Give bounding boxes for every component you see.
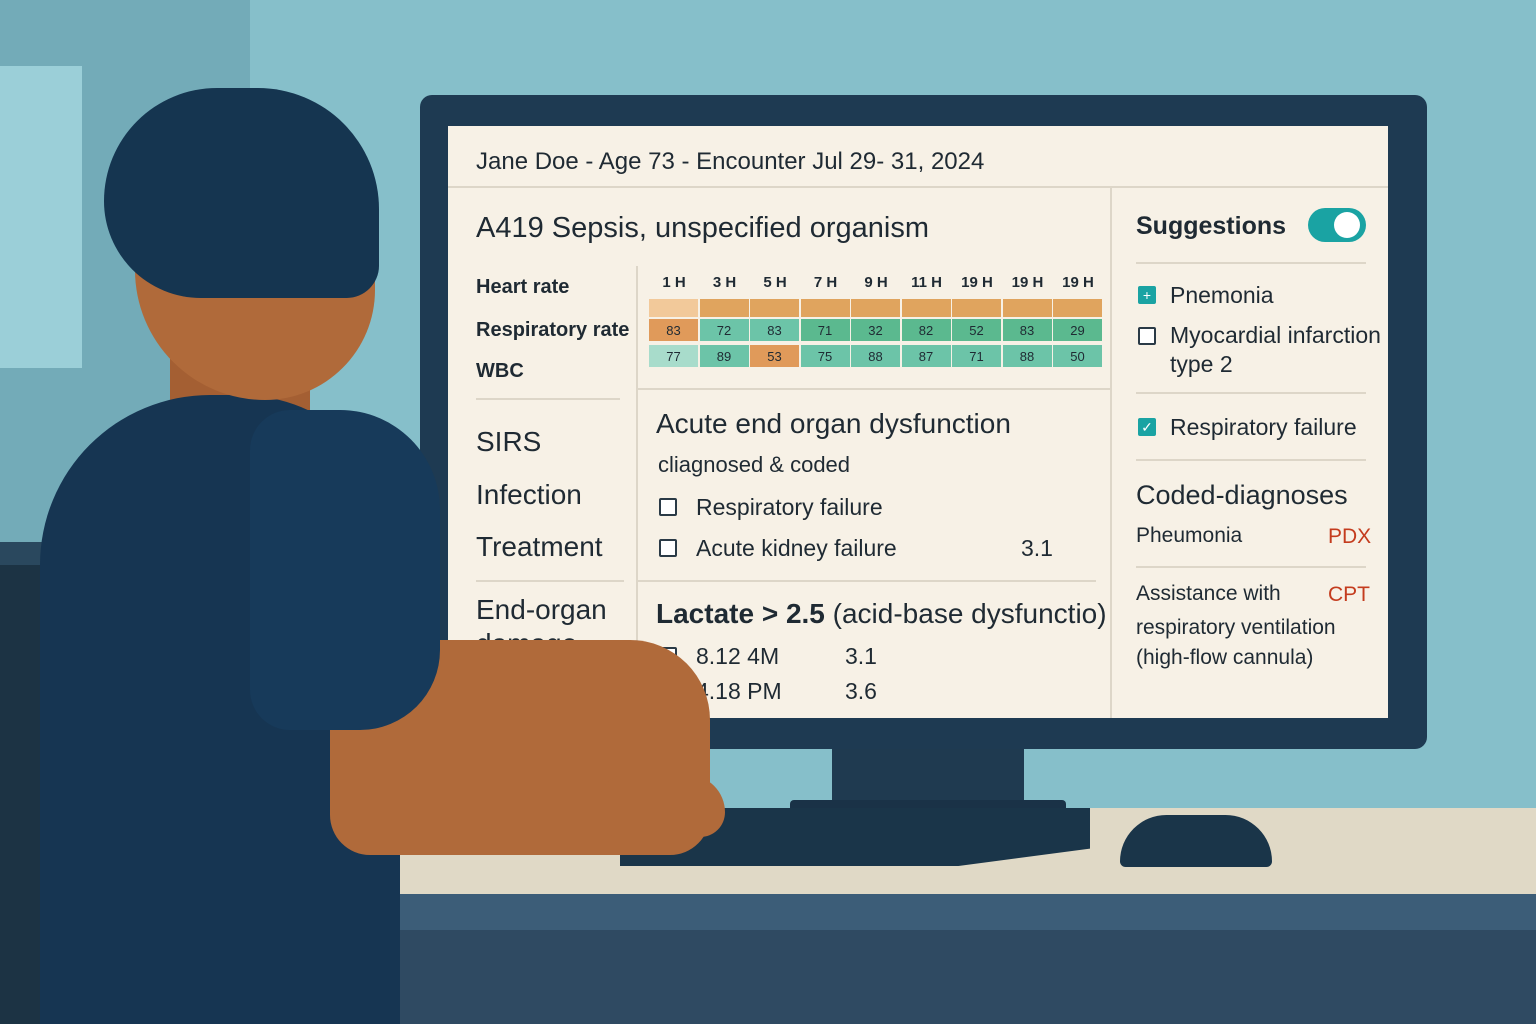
vitals-cell[interactable]: 53 xyxy=(749,344,800,368)
section-sirs[interactable]: SIRS xyxy=(476,426,542,457)
vitals-hour-header: 3 H xyxy=(712,274,737,291)
aeod-label-acute-kidney-failure: Acute kidney failure xyxy=(696,535,897,561)
lactate-value-2: 3.6 xyxy=(845,678,877,704)
lactate-title-rest: (acid-base dysfunctio) xyxy=(824,598,1107,629)
vitals-cell[interactable]: 87 xyxy=(900,344,952,368)
vitals-hours-row: 1 H 3 H 5 H 7 H 9 H 11 H 19 H 19 H 19 H xyxy=(648,274,1103,294)
left-divider xyxy=(636,266,638,718)
section-treatment[interactable]: Treatment xyxy=(476,531,603,562)
vital-label-wbc: WBC xyxy=(476,360,524,382)
lactate-time-2: 4.18 PM xyxy=(696,678,782,704)
coded-pneumonia: Pheumonia xyxy=(1136,524,1243,547)
ehr-screen: Jane Doe - Age 73 - Encounter Jul 29- 31… xyxy=(448,126,1388,718)
vitals-cell[interactable]: 50 xyxy=(1052,344,1103,368)
lactate-value-1: 3.1 xyxy=(845,643,877,669)
vitals-grid xyxy=(638,266,1110,390)
person-hand xyxy=(600,775,725,837)
vitals-cell[interactable]: 52 xyxy=(951,318,1002,342)
vitals-hour-header: 11 H xyxy=(911,274,942,291)
vitals-hour-header: 19 H xyxy=(1062,274,1094,291)
aeod-checkbox-respiratory-failure[interactable] xyxy=(659,498,677,516)
lactate-title: Lactate > 2.5 (acid-base dysfunctio) xyxy=(656,598,1107,630)
lactate-title-bold: Lactate > 2.5 xyxy=(656,598,825,629)
vitals-cell[interactable] xyxy=(951,298,1002,318)
aeod-title: Acute end organ dysfunction xyxy=(656,408,1011,439)
section-end-organ-line1[interactable]: End-organ xyxy=(476,594,607,625)
vitals-hour-header: 19 H xyxy=(1011,274,1044,291)
vitals-cell[interactable] xyxy=(749,298,800,318)
coded-assistance-line2: respiratory ventilation xyxy=(1136,616,1336,639)
vitals-cell[interactable]: 83 xyxy=(749,318,800,342)
right-divider xyxy=(1110,186,1112,718)
aeod-value-acute-kidney-failure: 3.1 xyxy=(1021,535,1053,561)
vitals-hour-header: 9 H xyxy=(864,274,888,291)
aeod-label-respiratory-failure: Respiratory failure xyxy=(696,494,883,520)
vitals-cell[interactable] xyxy=(648,298,699,318)
person-sleeve xyxy=(250,410,440,730)
suggestions-separator-3 xyxy=(1136,459,1366,461)
vitals-cell[interactable]: 71 xyxy=(951,344,1002,368)
vitals-cell[interactable]: 32 xyxy=(850,318,901,342)
wall-window xyxy=(0,66,82,368)
vital-label-heart-rate: Heart rate xyxy=(476,276,570,298)
aeod-subtitle: cliagnosed & coded xyxy=(658,452,851,477)
vitals-cell[interactable]: 75 xyxy=(799,344,851,368)
vitals-hour-header: 7 H xyxy=(813,274,838,291)
monitor-stand xyxy=(832,746,1024,808)
mouse[interactable] xyxy=(1120,815,1272,867)
vitals-cell[interactable] xyxy=(698,298,750,318)
section-infection[interactable]: Infection xyxy=(476,479,582,510)
coded-assistance-line1: Assistance with xyxy=(1136,582,1281,605)
vitals-cell[interactable]: 89 xyxy=(698,344,750,368)
coded-separator xyxy=(1136,566,1366,568)
toggle-knob xyxy=(1334,212,1360,238)
vitals-cell[interactable] xyxy=(900,298,952,318)
vitals-cell[interactable]: 83 xyxy=(1001,318,1053,342)
vitals-cell[interactable]: 88 xyxy=(1001,344,1053,368)
vitals-cell[interactable] xyxy=(799,298,851,318)
header-bar xyxy=(448,126,1388,188)
vitals-hour-header: 1 H xyxy=(662,274,686,291)
vitals-cell[interactable] xyxy=(1001,298,1053,318)
aeod-checkbox-acute-kidney-failure[interactable] xyxy=(659,539,677,557)
diagnosis-title: A419 Sepsis, unspecified organism xyxy=(476,212,929,244)
coded-diagnoses-title: Coded-diagnoses xyxy=(1136,480,1348,510)
suggestions-separator xyxy=(1136,262,1366,264)
check-icon[interactable]: ✓ xyxy=(1138,418,1156,436)
suggestions-separator-2 xyxy=(1136,392,1366,394)
vitals-cell[interactable]: 77 xyxy=(648,344,699,368)
plus-icon[interactable]: + xyxy=(1138,286,1156,304)
vitals-cell[interactable] xyxy=(1052,298,1103,318)
left-separator xyxy=(476,398,620,400)
suggestion-mi-line1[interactable]: Myocardial infarction xyxy=(1170,322,1381,348)
vital-label-respiratory-rate: Respiratory rate xyxy=(476,319,630,341)
suggestion-mi-line2[interactable]: type 2 xyxy=(1170,351,1233,377)
lactate-time-1: 8.12 4M xyxy=(696,643,780,669)
vitals-cell[interactable]: 83 xyxy=(648,318,699,342)
suggestion-checkbox-mi[interactable] xyxy=(1138,327,1156,345)
vitals-cell[interactable]: 71 xyxy=(799,318,851,342)
patient-header: Jane Doe - Age 73 - Encounter Jul 29- 31… xyxy=(476,148,985,175)
vitals-cell[interactable] xyxy=(850,298,901,318)
suggestion-respiratory-failure[interactable]: Respiratory failure xyxy=(1170,414,1357,440)
left-separator-2 xyxy=(476,580,624,582)
code-cpt-badge: CPT xyxy=(1328,583,1370,606)
vitals-cell[interactable]: 29 xyxy=(1052,318,1103,342)
person-hair xyxy=(104,88,379,298)
vitals-cells: 83 72 83 71 32 82 52 83 29 77 89 53 75 88 87 71 88 50 xyxy=(648,298,1108,378)
vitals-hour-header: 19 H xyxy=(961,274,993,291)
vitals-cell[interactable]: 82 xyxy=(900,318,952,342)
middle-separator xyxy=(638,580,1096,582)
code-pdx-badge: PDX xyxy=(1328,525,1372,548)
suggestions-title: Suggestions xyxy=(1136,212,1287,240)
vitals-cell[interactable]: 88 xyxy=(850,344,901,368)
vitals-hour-header: 5 H xyxy=(763,274,787,291)
vitals-cell[interactable]: 72 xyxy=(698,318,750,342)
suggestion-pneumonia[interactable]: Pnemonia xyxy=(1170,282,1274,308)
coded-assistance-line3: (high-flow cannula) xyxy=(1136,646,1314,669)
